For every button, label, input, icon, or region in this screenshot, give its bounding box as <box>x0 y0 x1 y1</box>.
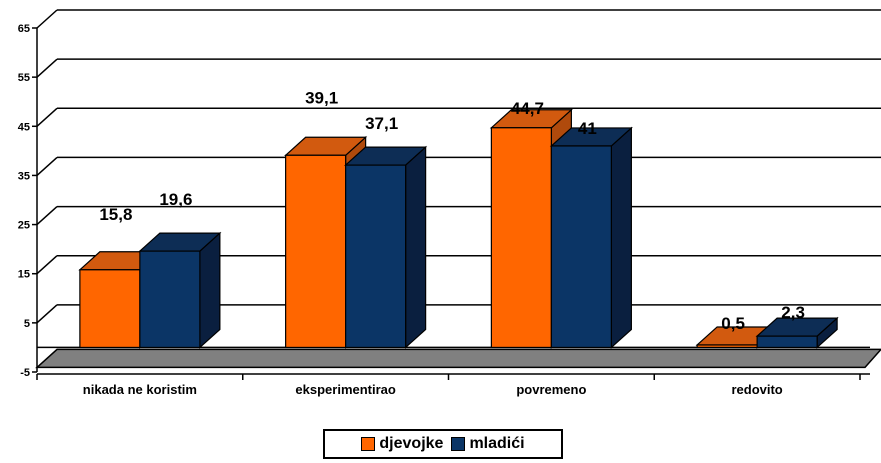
gridline-diagonal <box>36 107 58 127</box>
gridline-diagonal <box>36 304 58 324</box>
data-label: 44,7 <box>511 99 544 118</box>
bar <box>550 145 612 349</box>
gridline-diagonal <box>36 9 58 29</box>
legend-swatch-boys <box>451 437 466 451</box>
y-tick-label: 65 <box>18 23 30 35</box>
gridline-diagonal <box>36 206 58 226</box>
data-label: 37,1 <box>365 114 398 133</box>
legend-swatch-girls <box>361 437 376 451</box>
bar-side <box>199 231 221 349</box>
bar <box>79 269 141 349</box>
x-tick-label: redovito <box>731 382 782 397</box>
legend-label-boys: mladići <box>469 435 525 452</box>
bar-side <box>610 126 632 349</box>
y-tick-label: 15 <box>18 269 30 281</box>
data-label: 2,3 <box>781 303 805 322</box>
bar <box>490 127 552 349</box>
y-tick-label: 35 <box>18 170 30 182</box>
gridline-diagonal <box>36 156 58 176</box>
y-tick-label: 5 <box>24 318 30 330</box>
legend: djevojke mladići <box>323 429 563 459</box>
legend-item-boys: mladići <box>451 435 525 453</box>
bar-side <box>405 145 427 349</box>
data-label: 41 <box>578 119 597 138</box>
gridline-diagonal <box>36 58 58 78</box>
data-label: 39,1 <box>305 88 338 107</box>
y-tick-label: 45 <box>18 121 30 133</box>
bar <box>139 250 201 349</box>
y-tick-label: -5 <box>20 367 30 379</box>
gridline-diagonal <box>36 255 58 275</box>
bar <box>756 335 818 349</box>
x-tick-label: nikada ne koristim <box>83 382 197 397</box>
data-label: 15,8 <box>99 205 132 224</box>
bar <box>285 154 347 349</box>
floor-plane <box>35 348 881 369</box>
legend-label-girls: djevojke <box>379 435 444 452</box>
x-tick-label: eksperimentirao <box>295 382 395 397</box>
bar <box>696 344 758 349</box>
legend-item-girls: djevojke <box>361 435 443 453</box>
data-label: 0,5 <box>721 314 745 333</box>
data-label: 19,6 <box>159 190 192 209</box>
x-tick-label: povremeno <box>516 382 586 397</box>
bar <box>345 164 407 349</box>
y-tick-label: 25 <box>18 220 30 232</box>
y-tick-label: 55 <box>18 72 30 84</box>
